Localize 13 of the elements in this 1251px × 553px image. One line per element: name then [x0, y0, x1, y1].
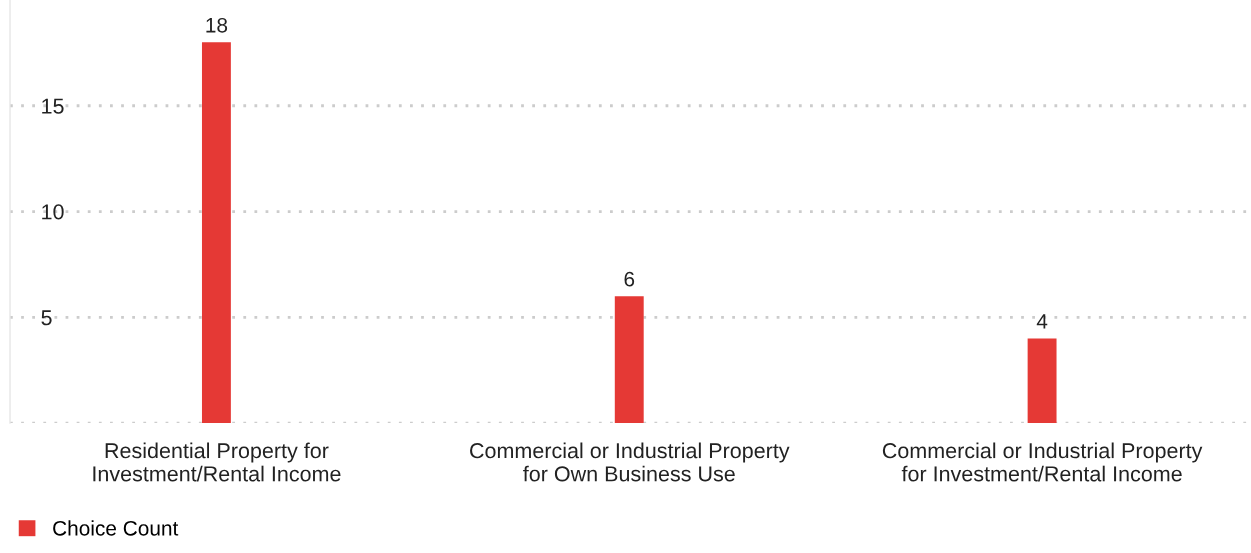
bar	[1027, 338, 1057, 424]
data-label: 4	[1036, 314, 1048, 329]
x-tick-label: Commercial or Industrial Property for Investment/Rental Income	[882, 442, 1203, 482]
data-label: 6	[624, 271, 635, 287]
bar	[201, 42, 231, 424]
y-tick-label: 15	[42, 98, 64, 114]
data-label: 18	[206, 17, 228, 33]
legend-label: Choice Count	[53, 520, 179, 536]
bar	[614, 296, 644, 424]
x-tick-label: Residential Property for Investment/Rental Income	[93, 442, 341, 482]
x-tick-label: Commercial or Industrial Property for Own Business Use	[470, 442, 790, 482]
y-tick-label: 10	[42, 204, 64, 220]
y-tick-label: 5	[41, 310, 52, 326]
